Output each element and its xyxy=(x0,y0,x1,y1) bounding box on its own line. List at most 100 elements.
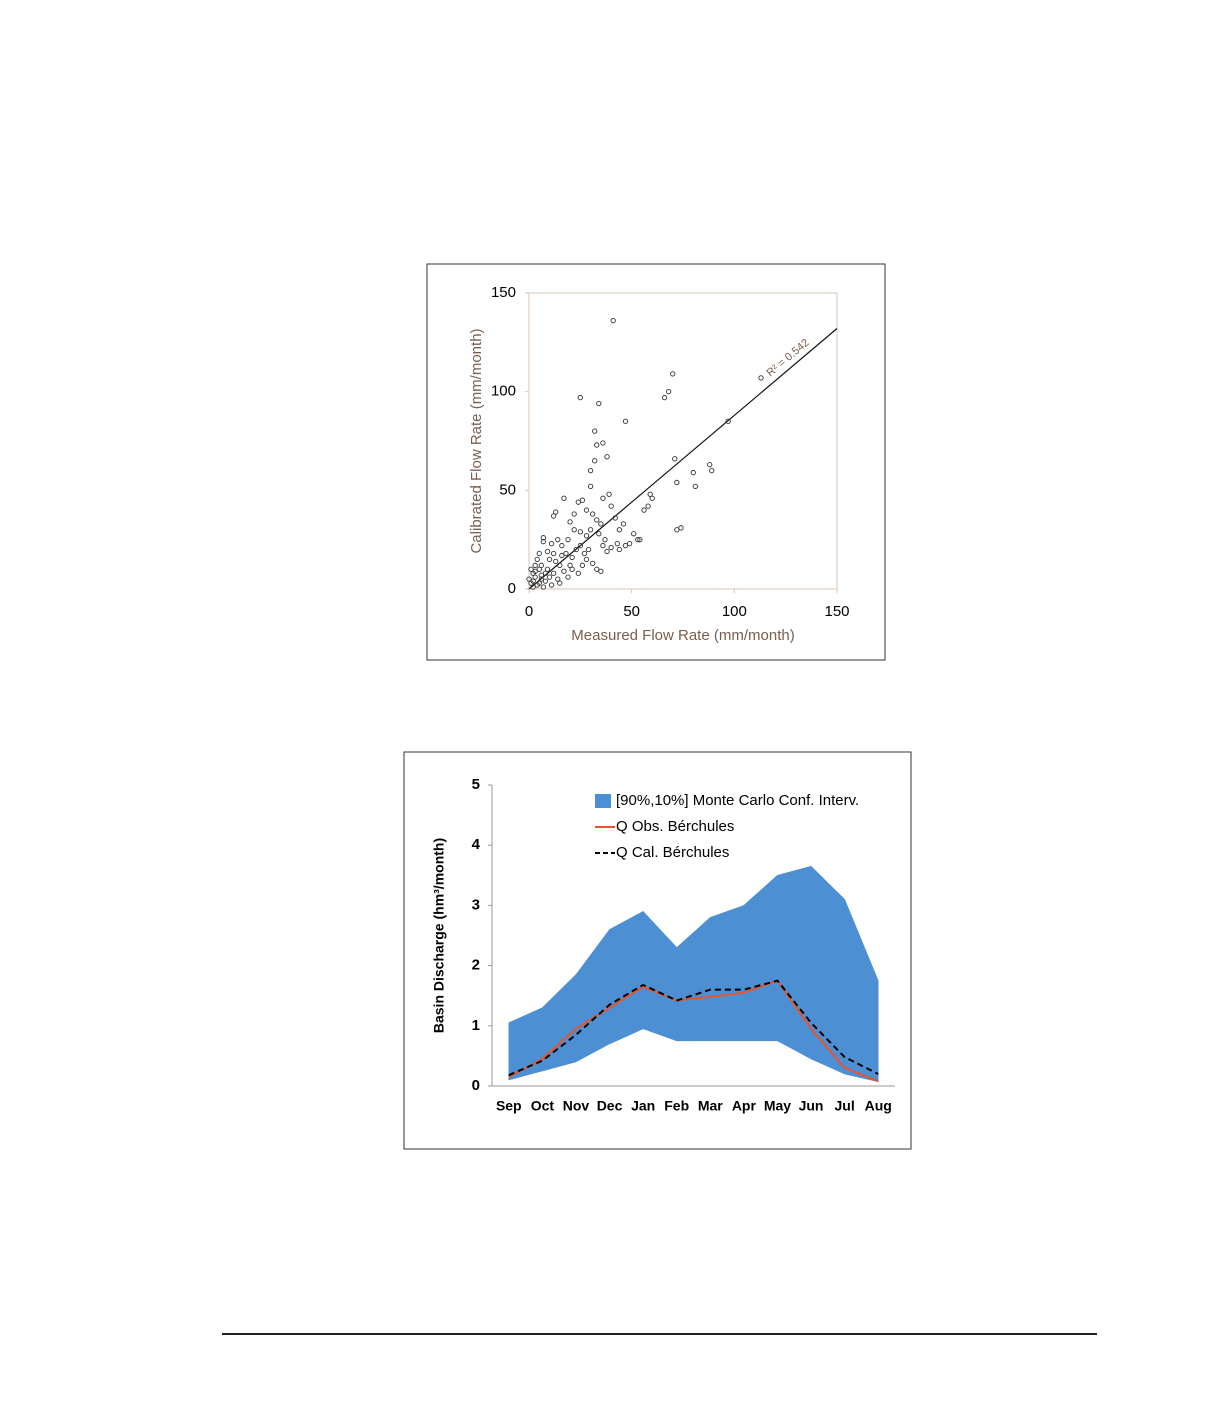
x-tick-label: Aug xyxy=(865,1098,892,1114)
point xyxy=(674,479,680,486)
point xyxy=(536,566,542,572)
point xyxy=(616,546,622,553)
point xyxy=(577,542,583,549)
y-axis-title: Calibrated Flow Rate (mm/month) xyxy=(468,328,485,553)
point xyxy=(540,584,547,590)
point xyxy=(542,578,549,584)
y-axis-title: Basin Discharge (hm³/month) xyxy=(431,838,447,1033)
point xyxy=(647,491,653,497)
point xyxy=(569,566,575,572)
point xyxy=(583,533,590,539)
point xyxy=(608,503,614,509)
point xyxy=(631,531,637,537)
point xyxy=(555,576,561,582)
legend-swatch xyxy=(595,794,611,808)
point xyxy=(530,584,536,590)
point xyxy=(622,542,629,549)
point xyxy=(692,483,698,490)
y-tick-label: 50 xyxy=(499,481,516,498)
confidence-band xyxy=(575,928,610,1063)
y-tick-label: 0 xyxy=(472,1077,480,1094)
point xyxy=(544,548,551,555)
point xyxy=(707,462,713,468)
point xyxy=(563,550,569,557)
point xyxy=(569,554,575,561)
chart-frame xyxy=(426,263,886,661)
point xyxy=(565,574,571,580)
point xyxy=(622,418,629,424)
point xyxy=(577,529,583,535)
point xyxy=(544,566,551,572)
point xyxy=(550,550,557,557)
point xyxy=(583,556,590,563)
y-tick-label: 1 xyxy=(472,1017,480,1034)
point xyxy=(596,400,602,407)
point xyxy=(626,540,633,547)
point xyxy=(592,428,598,434)
point xyxy=(583,507,590,513)
point xyxy=(637,537,643,543)
x-tick-label: May xyxy=(764,1098,791,1114)
point xyxy=(602,537,608,543)
point xyxy=(567,562,573,568)
point xyxy=(600,495,606,501)
y-tick-label: 150 xyxy=(491,284,516,301)
point xyxy=(561,568,567,574)
point xyxy=(604,548,610,555)
x-tick-label: 50 xyxy=(623,603,640,620)
point xyxy=(538,576,544,582)
confidence-band xyxy=(676,916,711,1042)
point xyxy=(678,525,684,531)
point xyxy=(534,556,540,563)
point xyxy=(575,570,581,576)
x-tick-label: Mar xyxy=(698,1098,723,1114)
point xyxy=(645,503,651,509)
legend-label: [90%,10%] Monte Carlo Conf. Interv. xyxy=(616,792,859,809)
point xyxy=(594,442,600,448)
y-tick-label: 0 xyxy=(508,580,516,597)
point xyxy=(534,582,540,588)
x-tick-label: 150 xyxy=(824,603,849,620)
point xyxy=(604,454,610,460)
point xyxy=(649,495,655,501)
x-tick-label: Jul xyxy=(835,1098,855,1114)
legend-label: Q Cal. Bérchules xyxy=(616,844,729,861)
point xyxy=(573,546,579,553)
confidence-band xyxy=(743,874,778,1042)
confidence-band xyxy=(844,899,879,1083)
x-tick-label: Nov xyxy=(563,1098,590,1114)
y-tick-label: 100 xyxy=(491,383,516,400)
point xyxy=(546,556,553,563)
point xyxy=(559,552,565,559)
point xyxy=(661,394,668,401)
y-tick-label: 2 xyxy=(472,957,480,974)
x-tick-label: Feb xyxy=(664,1098,689,1114)
point xyxy=(526,576,532,582)
point xyxy=(536,550,542,557)
point xyxy=(548,582,555,588)
point xyxy=(665,389,672,395)
point xyxy=(587,467,594,474)
point xyxy=(579,562,586,568)
point xyxy=(557,580,563,586)
legend-label: Q Obs. Bérchules xyxy=(616,818,734,835)
point xyxy=(581,550,588,557)
point xyxy=(542,570,549,576)
point xyxy=(555,537,561,543)
point xyxy=(598,568,604,574)
point xyxy=(674,527,680,533)
x-tick-label: Apr xyxy=(732,1098,757,1114)
point xyxy=(530,578,536,584)
confidence-band xyxy=(609,910,644,1045)
point xyxy=(571,511,577,517)
point xyxy=(532,574,538,580)
x-tick-label: Dec xyxy=(597,1098,623,1114)
point xyxy=(620,521,627,527)
point xyxy=(577,394,583,401)
point xyxy=(548,540,555,547)
x-tick-label: Sep xyxy=(496,1098,522,1114)
point xyxy=(670,371,676,377)
confidence-band xyxy=(709,904,745,1042)
point xyxy=(594,566,600,572)
